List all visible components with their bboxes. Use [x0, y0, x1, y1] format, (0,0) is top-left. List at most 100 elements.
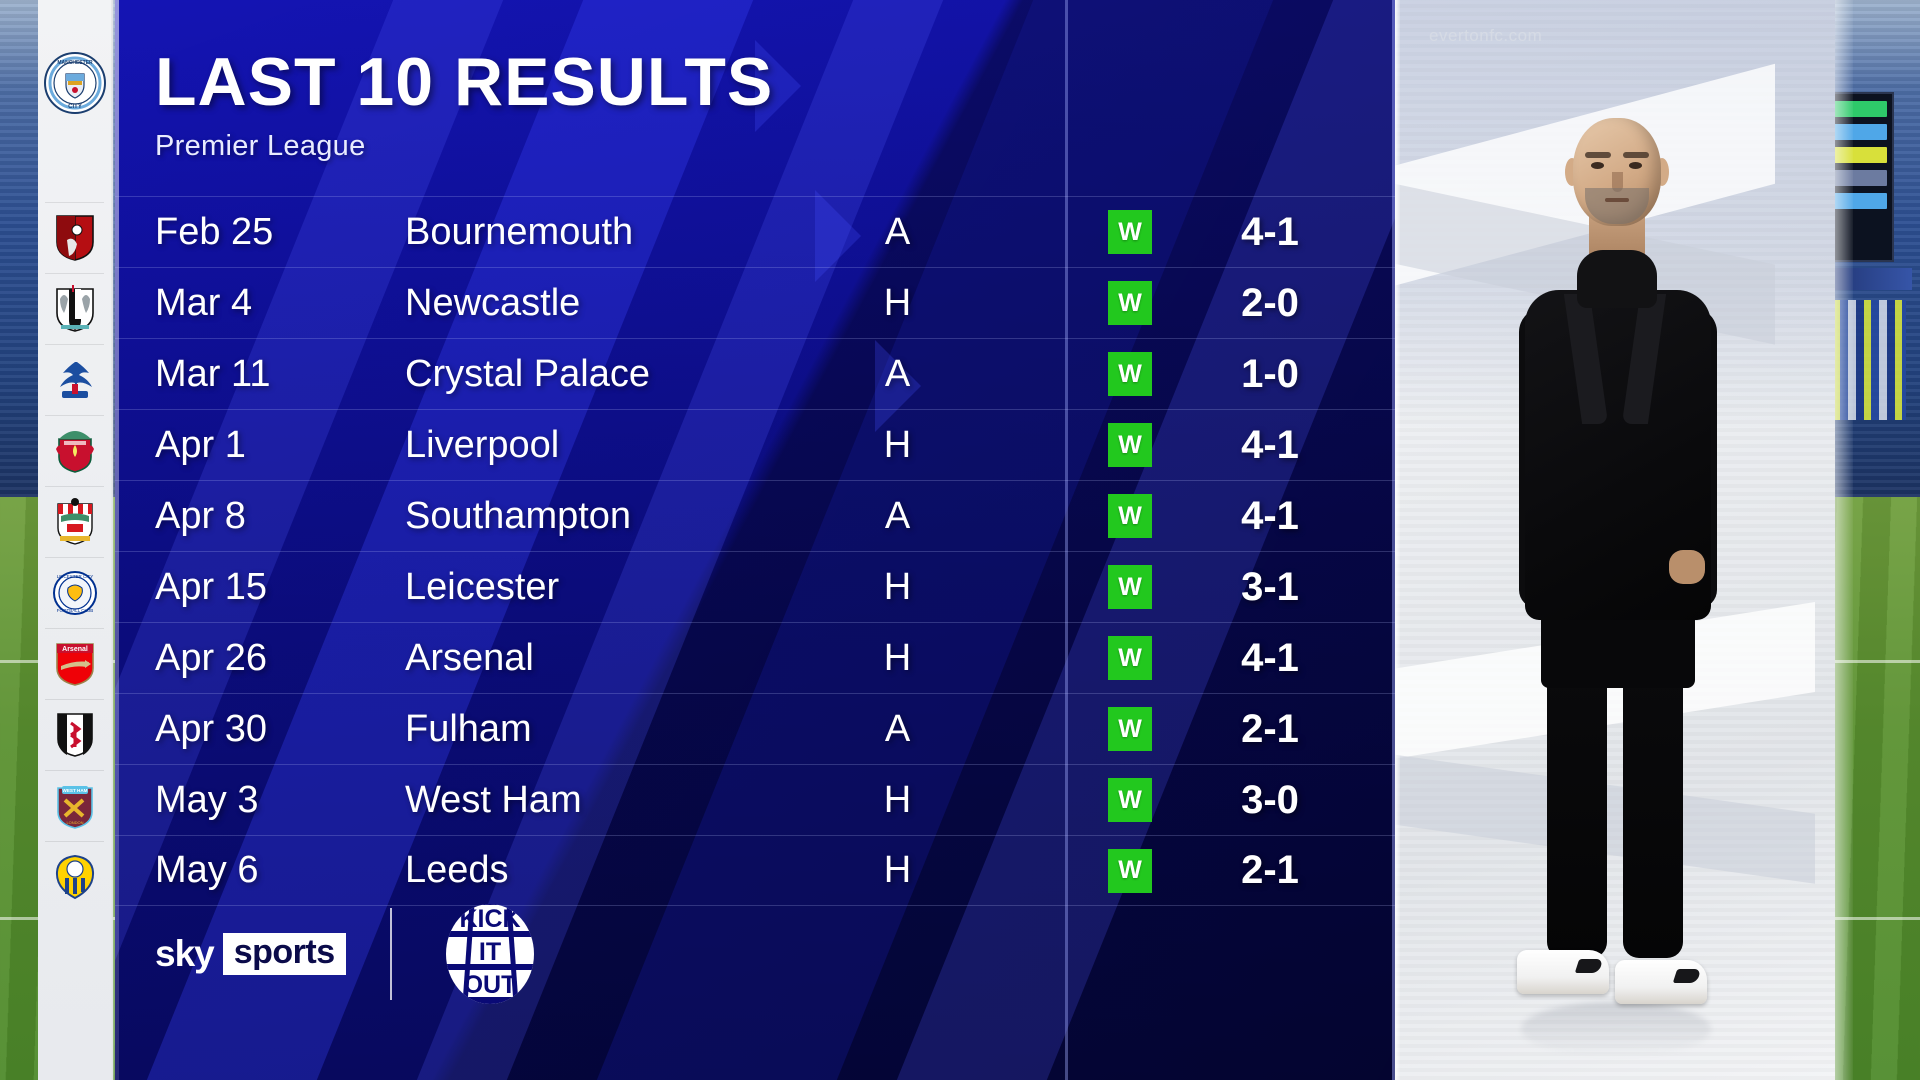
row-venue: A	[884, 494, 911, 537]
row-opponent: Bournemouth	[405, 210, 634, 253]
svg-text:Arsenal: Arsenal	[62, 646, 88, 653]
panel-glass-edge	[1835, 0, 1853, 1080]
svg-text:KICK: KICK	[459, 905, 520, 933]
result-badge: W	[1108, 707, 1152, 751]
table-row[interactable]: Apr 15 Leicester H W 3-1	[115, 551, 1395, 622]
rail-item-bournemouth[interactable]	[37, 202, 112, 273]
turtleneck-collar	[1577, 250, 1657, 308]
svg-text:FOOTBALL CLUB: FOOTBALL CLUB	[56, 608, 93, 613]
svg-text:IT: IT	[479, 938, 501, 966]
table-row[interactable]: May 6 Leeds H W 2-1	[115, 835, 1395, 906]
rail-item-leeds[interactable]	[37, 841, 112, 912]
rail-item-liverpool[interactable]	[37, 415, 112, 486]
rail-spacer-bottom	[37, 912, 112, 956]
leicester-crest: LEICESTER CITY FOOTBALL CLUB	[52, 570, 97, 615]
rail-spacer	[37, 158, 112, 202]
row-opponent: West Ham	[405, 778, 582, 821]
page-title: LAST 10 RESULTS	[155, 44, 774, 120]
presenter-mouth	[1605, 198, 1629, 202]
result-badge: W	[1108, 494, 1152, 538]
panel-header: LAST 10 RESULTS Premier League	[155, 48, 773, 163]
newcastle-crest	[55, 284, 94, 332]
row-venue: A	[884, 707, 911, 750]
panel-right-edge	[1392, 0, 1395, 1080]
sports-wordmark: sports	[222, 933, 346, 975]
row-venue: H	[883, 849, 912, 891]
rail-item-west-ham[interactable]: WEST HAM LONDON	[37, 770, 112, 841]
crystal-palace-crest	[59, 361, 92, 398]
zigzag-decoration	[875, 340, 921, 432]
footer-logos: sky sports KICK IT	[155, 900, 544, 1008]
footer-divider	[389, 908, 392, 1000]
rail-item-arsenal[interactable]: Arsenal	[37, 628, 112, 699]
table-row[interactable]: Apr 8 Southampton A W 4-1	[115, 480, 1395, 551]
row-venue: H	[883, 423, 912, 466]
result-badge: W	[1108, 636, 1152, 680]
table-row[interactable]: Apr 26 Arsenal H W 4-1	[115, 622, 1395, 693]
presenter-shoe-left	[1517, 950, 1609, 994]
row-score: 1-0	[1241, 351, 1299, 396]
bournemouth-crest	[55, 214, 94, 261]
row-score: 3-0	[1241, 777, 1299, 822]
row-date: Mar 11	[155, 352, 271, 395]
manchester-city-crest: MANCHESTER CITY	[43, 52, 106, 114]
table-row[interactable]: Mar 11 Crystal Palace A W 1-0	[115, 338, 1395, 409]
rail-item-crystal-palace[interactable]	[37, 344, 112, 415]
arsenal-crest: Arsenal	[55, 642, 94, 686]
liverpool-crest	[55, 430, 94, 473]
rail-item-fulham[interactable]	[37, 699, 112, 770]
result-badge: W	[1108, 210, 1152, 254]
row-venue: H	[883, 636, 912, 679]
row-venue: H	[883, 778, 912, 821]
svg-text:LEICESTER CITY: LEICESTER CITY	[56, 574, 93, 579]
row-opponent: Fulham	[405, 707, 532, 750]
rail-item-southampton[interactable]	[37, 486, 112, 557]
west-ham-crest: WEST HAM LONDON	[56, 785, 93, 829]
result-badge: W	[1108, 281, 1152, 325]
panel-shading	[115, 0, 1395, 1080]
row-score: 2-1	[1241, 706, 1299, 751]
svg-text:MANCHESTER: MANCHESTER	[57, 60, 93, 66]
presenter-panel: evertonfc.com	[1395, 0, 1835, 1080]
presenter-figure	[1481, 118, 1749, 1056]
table-row[interactable]: Apr 1 Liverpool H W 4-1	[115, 409, 1395, 480]
results-panel: LAST 10 RESULTS Premier League Feb 25 Bo…	[115, 0, 1395, 1080]
rail-item-leicester[interactable]: LEICESTER CITY FOOTBALL CLUB	[37, 557, 112, 628]
leeds-crest	[55, 854, 94, 899]
row-opponent: Southampton	[405, 494, 632, 537]
rail-item-manchester-city[interactable]: MANCHESTER CITY	[37, 8, 112, 158]
presenter-shoe-right	[1615, 960, 1707, 1004]
row-opponent: Crystal Palace	[405, 352, 650, 395]
row-opponent: Liverpool	[405, 423, 560, 466]
row-opponent: Leicester	[405, 565, 560, 608]
table-row[interactable]: May 3 West Ham H W 3-0	[115, 764, 1395, 835]
table-row[interactable]: Apr 30 Fulham A W 2-1	[115, 693, 1395, 764]
row-score: 2-0	[1241, 280, 1299, 325]
svg-text:CITY: CITY	[68, 104, 82, 110]
page-subtitle: Premier League	[155, 130, 366, 162]
presenter-leg-left	[1547, 658, 1607, 958]
result-badge: W	[1108, 848, 1152, 893]
row-score: 3-1	[1241, 564, 1299, 609]
row-venue: A	[884, 210, 911, 253]
results-table: Feb 25 Bournemouth A W 4-1 Mar 4 Newcast…	[115, 196, 1395, 906]
presenter-leg-right	[1623, 658, 1683, 958]
rail-item-newcastle[interactable]	[37, 273, 112, 344]
row-date: May 3	[155, 778, 259, 821]
southampton-crest	[56, 497, 93, 545]
row-date: Feb 25	[155, 210, 274, 253]
presenter-nose	[1612, 172, 1623, 192]
sky-sports-logo: sky sports	[155, 933, 346, 975]
kick-it-out-logo: KICK IT OUT	[436, 900, 544, 1008]
fulham-crest	[56, 712, 93, 757]
table-row[interactable]: Mar 4 Newcastle H W 2-0	[115, 267, 1395, 338]
result-badge: W	[1108, 352, 1152, 396]
row-score: 4-1	[1241, 422, 1299, 467]
right-feed-sliver	[1835, 0, 1920, 1080]
table-row[interactable]: Feb 25 Bournemouth A W 4-1	[115, 196, 1395, 267]
presenter-hand	[1669, 550, 1705, 584]
svg-text:WEST HAM: WEST HAM	[62, 788, 87, 793]
row-score: 4-1	[1241, 635, 1299, 680]
row-date: Apr 26	[155, 636, 267, 679]
